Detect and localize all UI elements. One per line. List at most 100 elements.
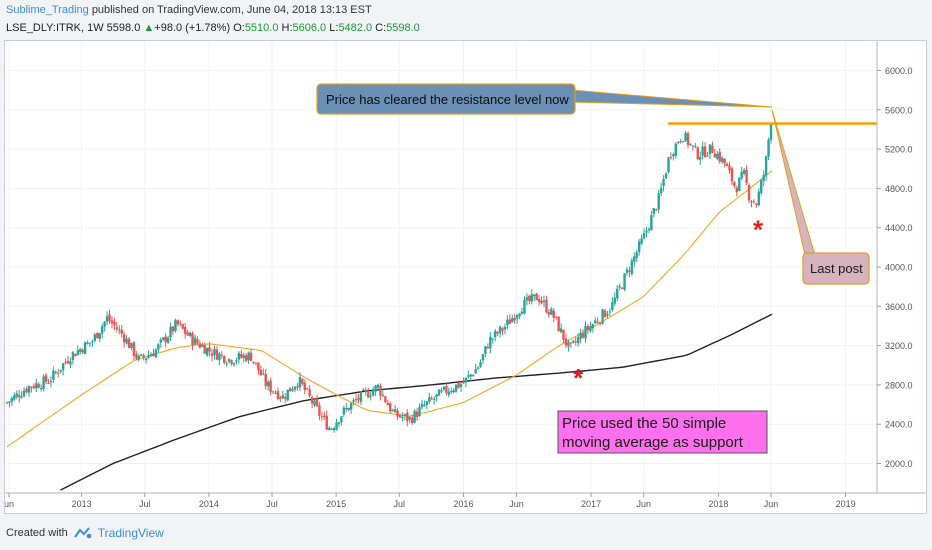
candle-body [396, 410, 399, 417]
candle-body [69, 361, 72, 365]
footer: Created with TradingView [6, 526, 164, 540]
x-tick-label: 2019 [836, 499, 856, 509]
candles-layer [5, 122, 773, 433]
candle-body [415, 411, 419, 417]
candle-body [408, 417, 411, 420]
candle-body [35, 383, 38, 389]
candle-body [530, 294, 533, 302]
candle-body [125, 338, 128, 344]
candle-body [686, 133, 690, 145]
candle-body [183, 326, 187, 334]
candle-body [747, 185, 751, 201]
candle-body [296, 386, 299, 388]
candle-body [540, 300, 543, 304]
candle-body [733, 181, 736, 187]
candle-body [498, 326, 502, 334]
candle-body [340, 416, 343, 423]
candle-body [169, 326, 172, 338]
x-tick-label: 2014 [199, 499, 219, 509]
candle-body [279, 397, 282, 399]
candle-body [310, 396, 314, 404]
candle-body [403, 414, 407, 417]
candle-body [335, 422, 338, 430]
candle-body [166, 337, 170, 343]
candle-body [598, 322, 602, 324]
close-value: 5598.0 [386, 22, 420, 34]
tradingview-link[interactable]: TradingView [97, 526, 164, 540]
candle-body [359, 391, 363, 402]
candle-body [213, 348, 216, 355]
candle-body [493, 330, 497, 338]
candle-body [52, 370, 55, 380]
candle-body [83, 342, 87, 354]
x-tick-label: Jul [139, 499, 151, 509]
candle-body [542, 300, 546, 303]
candle-body [628, 270, 631, 272]
candle-body [557, 316, 560, 332]
candle-body [723, 158, 726, 164]
candle-body [450, 391, 453, 393]
candle-body [474, 369, 477, 374]
candle-body [745, 169, 748, 184]
candle-body [349, 403, 353, 410]
candle-body [391, 410, 394, 412]
axis-layer: 2000.0 2400.0 2800.0 3200.0 3600.0 4000.0 4400… [4, 41, 926, 509]
candle-body [440, 390, 443, 392]
y-tick-label: 3200.0 [885, 341, 913, 351]
candle-body [174, 320, 177, 331]
candle-body [257, 362, 260, 371]
candle-body [742, 169, 746, 174]
candle-body [642, 233, 646, 239]
high-label: H: [281, 22, 293, 34]
open-label: O: [233, 22, 245, 34]
x-tick-label: 2018 [708, 499, 728, 509]
candle-body [181, 324, 184, 329]
candle-body [476, 367, 480, 369]
author-link[interactable]: Sublime_Trading [6, 4, 89, 16]
candle-body [425, 401, 429, 405]
candle-body [708, 144, 712, 155]
candle-body [423, 405, 426, 407]
candle-body [157, 344, 160, 350]
candle-body [562, 329, 565, 340]
candle-body [64, 361, 67, 363]
candle-body [266, 381, 270, 387]
y-tick-label: 6000.0 [885, 66, 913, 76]
candle-body [410, 417, 414, 423]
candle-body [100, 326, 104, 334]
candle-body [130, 342, 133, 348]
candle-body [291, 389, 294, 392]
candle-body [716, 153, 719, 159]
asterisk-marker: * [573, 363, 584, 393]
candle-body [525, 297, 529, 301]
x-tick-label: Jun [764, 499, 779, 509]
tradingview-logo-icon[interactable] [73, 527, 92, 539]
candle-body [5, 402, 9, 404]
candle-body [18, 395, 21, 398]
candle-body [567, 342, 570, 347]
candle-body [93, 334, 97, 341]
candle-body [596, 321, 599, 323]
y-tick-label: 2000.0 [885, 459, 913, 469]
candle-body [271, 391, 275, 393]
y-tick-label: 4800.0 [885, 184, 913, 194]
candle-body [122, 334, 126, 343]
candle-body [677, 141, 680, 144]
candle-body [235, 360, 238, 362]
candle-body [459, 384, 463, 387]
candle-body [320, 416, 324, 418]
candle-body [362, 389, 365, 391]
candle-body [569, 342, 573, 344]
candle-body [432, 398, 436, 400]
candle-body [550, 308, 553, 315]
candle-body [137, 355, 141, 360]
candle-body [264, 373, 267, 386]
candle-body [738, 177, 741, 191]
candle-body [8, 401, 11, 403]
candle-body [118, 329, 121, 331]
candle-body [730, 168, 734, 182]
